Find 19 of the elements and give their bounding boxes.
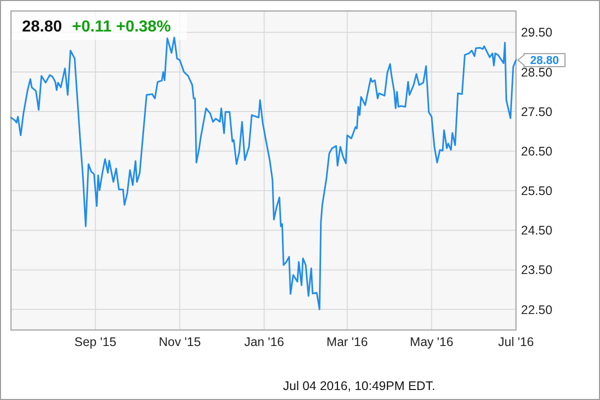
x-tick-label: Sep '15 xyxy=(74,335,116,349)
y-tick-label: 25.50 xyxy=(521,184,552,198)
y-tick-label: 28.50 xyxy=(521,65,552,80)
y-tick-label: 27.50 xyxy=(521,104,552,119)
y-tick-label: 26.50 xyxy=(521,144,552,158)
x-tick-label: Jan '16 xyxy=(244,335,284,349)
text: 28.80 xyxy=(22,18,62,36)
y-tick-label: 23.50 xyxy=(521,263,552,278)
y-tick-label: 24.50 xyxy=(521,224,552,238)
x-tick-label: May '16 xyxy=(410,335,454,349)
text: Jul 04 2016, 10:49PM EDT. xyxy=(283,379,436,393)
x-tick-label: Mar '16 xyxy=(326,335,368,349)
y-tick-label: 22.50 xyxy=(521,302,552,317)
line-series xyxy=(10,36,517,310)
text: +0.11 +0.38% xyxy=(72,18,171,36)
x-tick-label: Nov '15 xyxy=(158,335,201,349)
x-tick-label: Jul '16 xyxy=(498,335,534,349)
y-tick-label: 29.50 xyxy=(521,26,552,40)
annotation: 28.80 xyxy=(530,55,559,68)
